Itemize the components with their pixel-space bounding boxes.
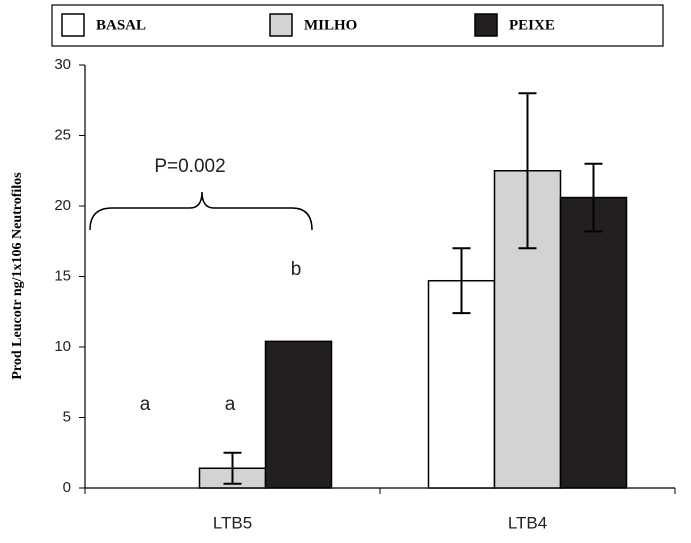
legend-label: MILHO <box>304 17 357 33</box>
y-tick-label: 5 <box>63 408 71 425</box>
x-tick-label: LTB4 <box>508 513 547 532</box>
y-tick-label: 25 <box>54 126 71 143</box>
legend-label: PEIXE <box>509 17 555 33</box>
y-tick-label: 10 <box>54 338 71 355</box>
legend-swatch <box>269 13 293 37</box>
annotation: a <box>225 394 236 415</box>
annotation: a <box>140 394 151 415</box>
annotation: P=0.002 <box>154 156 225 177</box>
x-tick-label: LTB5 <box>213 513 252 532</box>
y-tick-label: 20 <box>54 197 71 214</box>
annotation: b <box>291 259 302 280</box>
legend-swatch <box>61 13 85 37</box>
legend-swatch <box>474 13 498 37</box>
y-tick-label: 15 <box>54 267 71 284</box>
bar <box>264 340 333 489</box>
legend-label: BASAL <box>96 17 146 33</box>
bar <box>559 196 628 489</box>
y-tick-label: 0 <box>63 479 71 496</box>
y-axis-label: Prod Leucotr ng/1x106 Neutrofilos <box>10 172 25 380</box>
brace <box>89 191 313 231</box>
y-tick-label: 30 <box>54 56 71 73</box>
legend-box <box>51 4 664 47</box>
